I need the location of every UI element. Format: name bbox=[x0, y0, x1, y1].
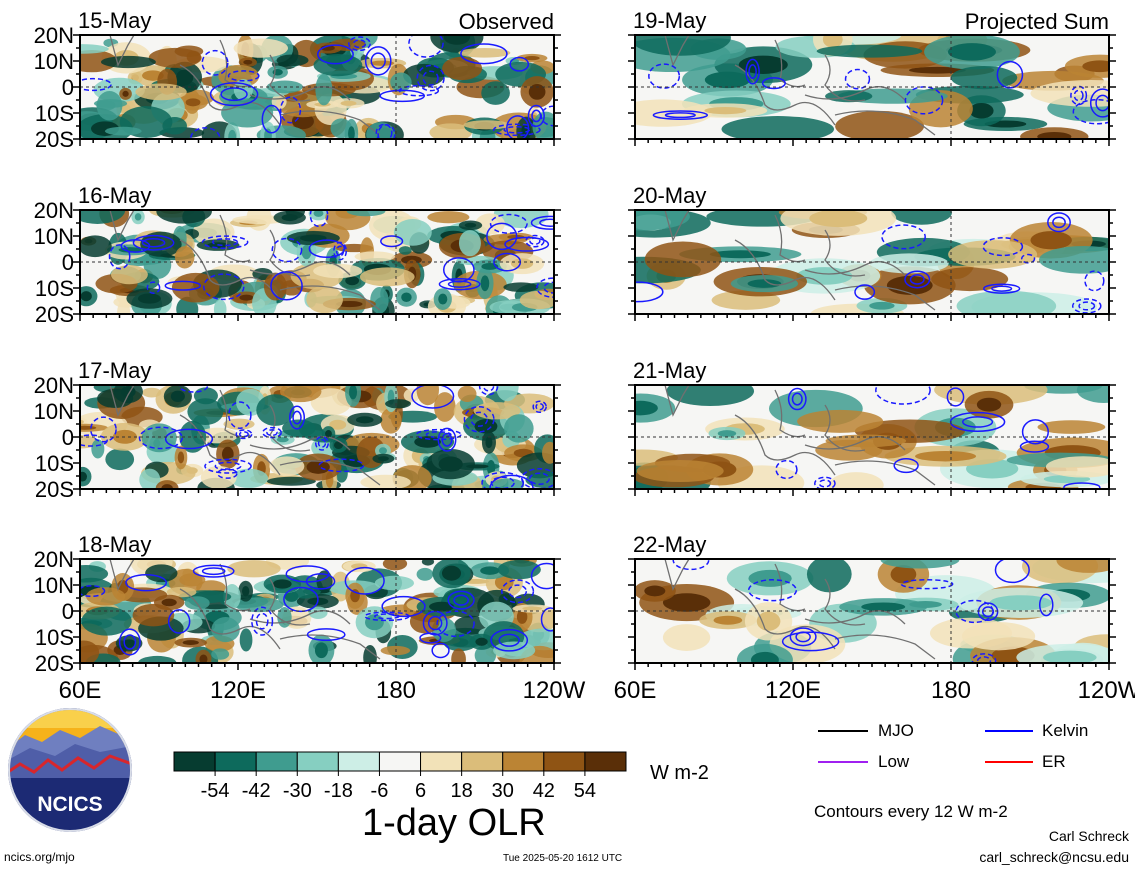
panel-date-label: 19-May bbox=[633, 8, 706, 33]
author-email: carl_schreck@ncsu.edu bbox=[979, 849, 1129, 865]
y-tick-label: 10N bbox=[34, 573, 74, 598]
panel-19-May: 19-May Projected Sum bbox=[628, 8, 1116, 146]
y-tick-label: 20N bbox=[34, 23, 74, 48]
legend-kelvin-label: Kelvin bbox=[1042, 721, 1089, 740]
y-tick-label: 10N bbox=[34, 224, 74, 249]
y-tick-label: 20S bbox=[35, 477, 74, 502]
y-tick-label: 10N bbox=[34, 399, 74, 424]
colorbar-tick-label: -30 bbox=[283, 780, 312, 802]
colorbar-tick-label: -6 bbox=[371, 780, 389, 802]
colorbar-swatch bbox=[296, 751, 339, 772]
x-tick-label: 180 bbox=[931, 677, 971, 704]
contour-legend bbox=[818, 730, 1033, 763]
y-tick-label: 10S bbox=[35, 451, 74, 476]
colorbar: -54 -42 -30 -18 -6 6 18 30 42 54 bbox=[173, 751, 627, 802]
y-tick-label: 0 bbox=[62, 599, 74, 624]
colorbar-tick-label: -18 bbox=[324, 780, 353, 802]
colorbar-tick-label: 6 bbox=[415, 780, 426, 802]
y-tick-label: 20N bbox=[34, 547, 74, 572]
ncics-logo: NCICS bbox=[8, 708, 132, 832]
panel-21-May: 21-May bbox=[628, 358, 1116, 496]
timestamp: Tue 2025-05-20 1612 UTC bbox=[503, 853, 623, 864]
y-tick-label: 20N bbox=[34, 198, 74, 223]
panel-date-label: 15-May bbox=[78, 8, 151, 33]
y-tick-label: 20N bbox=[34, 373, 74, 398]
x-tick-label: 120E bbox=[210, 677, 266, 704]
x-tick-label: 180 bbox=[376, 677, 416, 704]
panel-20-May: 20-May bbox=[628, 183, 1116, 321]
y-tick-label: 10S bbox=[35, 276, 74, 301]
units-label: W m-2 bbox=[650, 762, 709, 784]
colorbar-swatch bbox=[255, 751, 298, 772]
column-title: Observed bbox=[459, 9, 554, 34]
x-tick-label: 120W bbox=[1078, 677, 1135, 704]
panel-22-May: 22-May bbox=[628, 532, 1116, 670]
y-tick-label: 0 bbox=[62, 250, 74, 275]
x-tick-label: 60E bbox=[59, 677, 102, 704]
panel-date-label: 17-May bbox=[78, 358, 151, 383]
colorbar-tick-label: 42 bbox=[533, 780, 555, 802]
colorbar-swatch bbox=[543, 751, 586, 772]
colorbar-swatch bbox=[420, 751, 463, 772]
y-tick-label: 10N bbox=[34, 49, 74, 74]
legend-mjo-label: MJO bbox=[878, 721, 914, 740]
x-tick-label: 120W bbox=[523, 677, 586, 704]
legend-low-label: Low bbox=[878, 752, 910, 771]
y-tick-label: 10S bbox=[35, 101, 74, 126]
panel-date-label: 20-May bbox=[633, 183, 706, 208]
contour-note: Contours every 12 W m-2 bbox=[814, 802, 1008, 821]
column-title: Projected Sum bbox=[965, 9, 1109, 34]
source-url: ncics.org/mjo bbox=[4, 850, 75, 864]
colorbar-swatch bbox=[584, 751, 627, 772]
colorbar-swatch bbox=[461, 751, 504, 772]
y-tick-label: 20S bbox=[35, 651, 74, 676]
colorbar-swatch bbox=[337, 751, 380, 772]
panel-date-label: 18-May bbox=[78, 532, 151, 557]
y-tick-label: 0 bbox=[62, 75, 74, 100]
y-tick-label: 20S bbox=[35, 302, 74, 327]
y-tick-label: 10S bbox=[35, 625, 74, 650]
colorbar-tick-label: 18 bbox=[451, 780, 473, 802]
colorbar-tick-label: 30 bbox=[492, 780, 514, 802]
y-tick-label: 20S bbox=[35, 127, 74, 152]
colorbar-swatch bbox=[173, 751, 216, 772]
logo-text: NCICS bbox=[37, 793, 102, 816]
colorbar-swatch bbox=[502, 751, 545, 772]
legend-er-label: ER bbox=[1042, 752, 1066, 771]
colorbar-tick-label: 54 bbox=[574, 780, 596, 802]
colorbar-tick-label: -42 bbox=[242, 780, 271, 802]
x-tick-label: 120E bbox=[765, 677, 821, 704]
panel-date-label: 21-May bbox=[633, 358, 706, 383]
y-tick-label: 0 bbox=[62, 425, 74, 450]
chart-title: 1-day OLR bbox=[362, 802, 546, 844]
colorbar-swatch bbox=[214, 751, 257, 772]
x-tick-label: 60E bbox=[614, 677, 657, 704]
panel-date-label: 22-May bbox=[633, 532, 706, 557]
colorbar-swatch bbox=[378, 751, 422, 772]
colorbar-tick-label: -54 bbox=[201, 780, 230, 802]
author-name: Carl Schreck bbox=[1048, 828, 1129, 844]
panel-date-label: 16-May bbox=[78, 183, 151, 208]
